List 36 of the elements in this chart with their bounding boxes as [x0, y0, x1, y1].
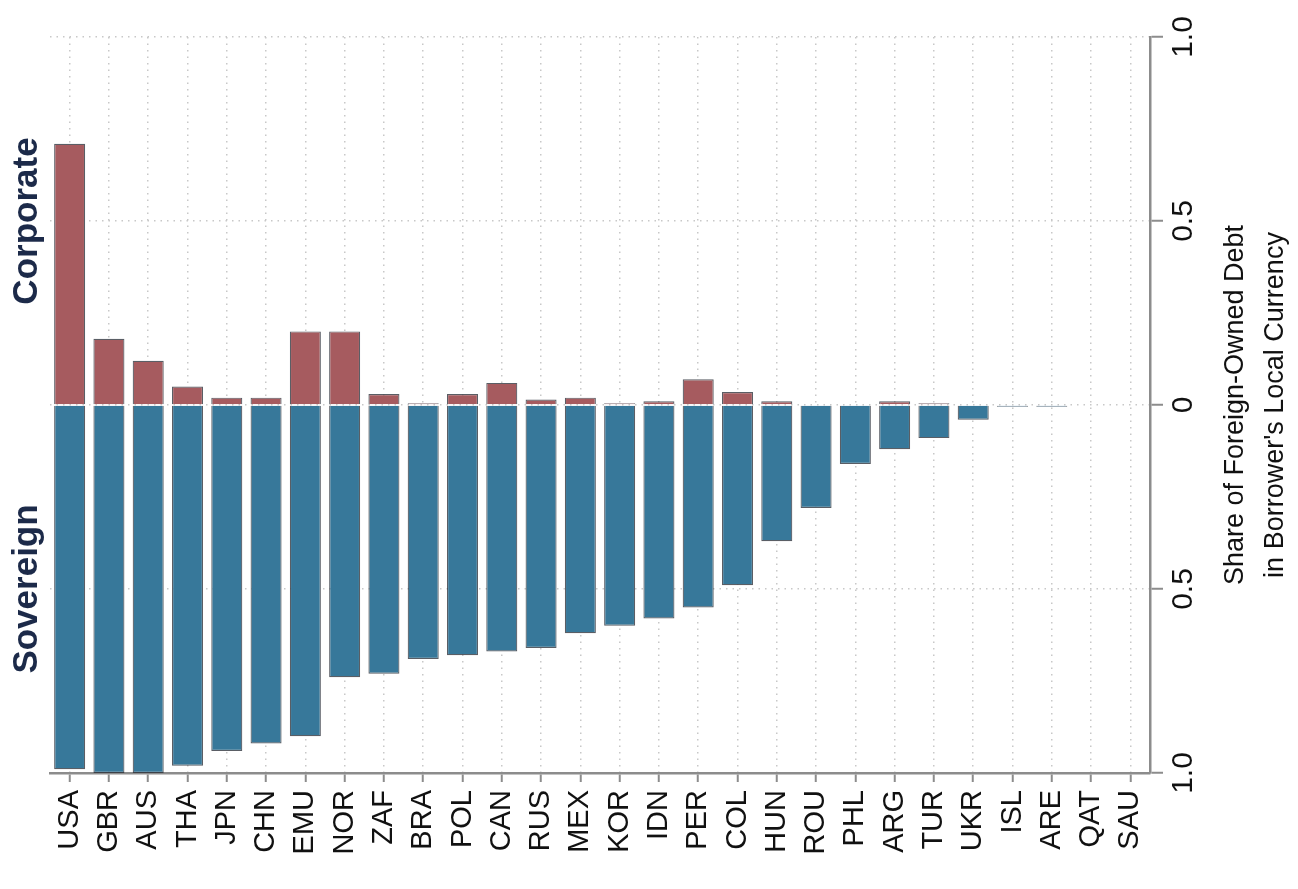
x-tick-label: HUN	[758, 790, 791, 853]
x-tick-label: QAT	[1073, 789, 1106, 848]
x-tick-label: POL	[444, 790, 477, 849]
x-tick-label: SAU	[1112, 790, 1145, 850]
x-tick-label: AUS	[130, 790, 163, 850]
x-tick-label: ISL	[994, 790, 1027, 834]
x-tick-label: RUS	[523, 790, 556, 852]
x-tick-label: THA	[169, 789, 202, 848]
x-tick-label: BRA	[405, 789, 438, 850]
x-tick-label: ARG	[876, 790, 909, 853]
x-tick-label: CAN	[483, 790, 516, 852]
x-tick-label: UKR	[955, 790, 988, 852]
x-tick-label: TUR	[915, 790, 948, 850]
x-tick-label: NOR	[326, 790, 359, 855]
text: Corporate	[4, 137, 44, 305]
x-tick-label: GBR	[90, 790, 123, 853]
y-tick-label: 0.5	[1165, 200, 1199, 242]
x-tick-label: PER	[680, 790, 713, 850]
x-tick-label: IDN	[640, 790, 673, 840]
text: Sovereign	[4, 504, 44, 674]
y-axis-title: Share of Foreign-Owned Debt in Borrower's Local Currency	[1219, 224, 1290, 586]
x-tick-label: PHL	[837, 790, 870, 847]
y-tick-label: 1.0	[1165, 752, 1199, 794]
y-tick-label: 0.5	[1165, 568, 1199, 610]
x-tick-label: JPN	[208, 790, 241, 845]
x-tick-label: ARE	[1033, 790, 1066, 850]
y-tick-label: 0	[1165, 396, 1199, 414]
x-tick-label: MEX	[562, 790, 595, 853]
x-tick-label: ROU	[798, 790, 831, 855]
x-tick-label: CHN	[248, 790, 281, 853]
x-tick-label: EMU	[287, 790, 320, 855]
y-tick-label: 1.0	[1165, 16, 1199, 58]
x-tick-label: COL	[719, 790, 752, 850]
x-tick-label: ZAF	[365, 790, 398, 845]
x-tick-label: USA	[51, 789, 84, 850]
x-tick-label: KOR	[601, 790, 634, 853]
